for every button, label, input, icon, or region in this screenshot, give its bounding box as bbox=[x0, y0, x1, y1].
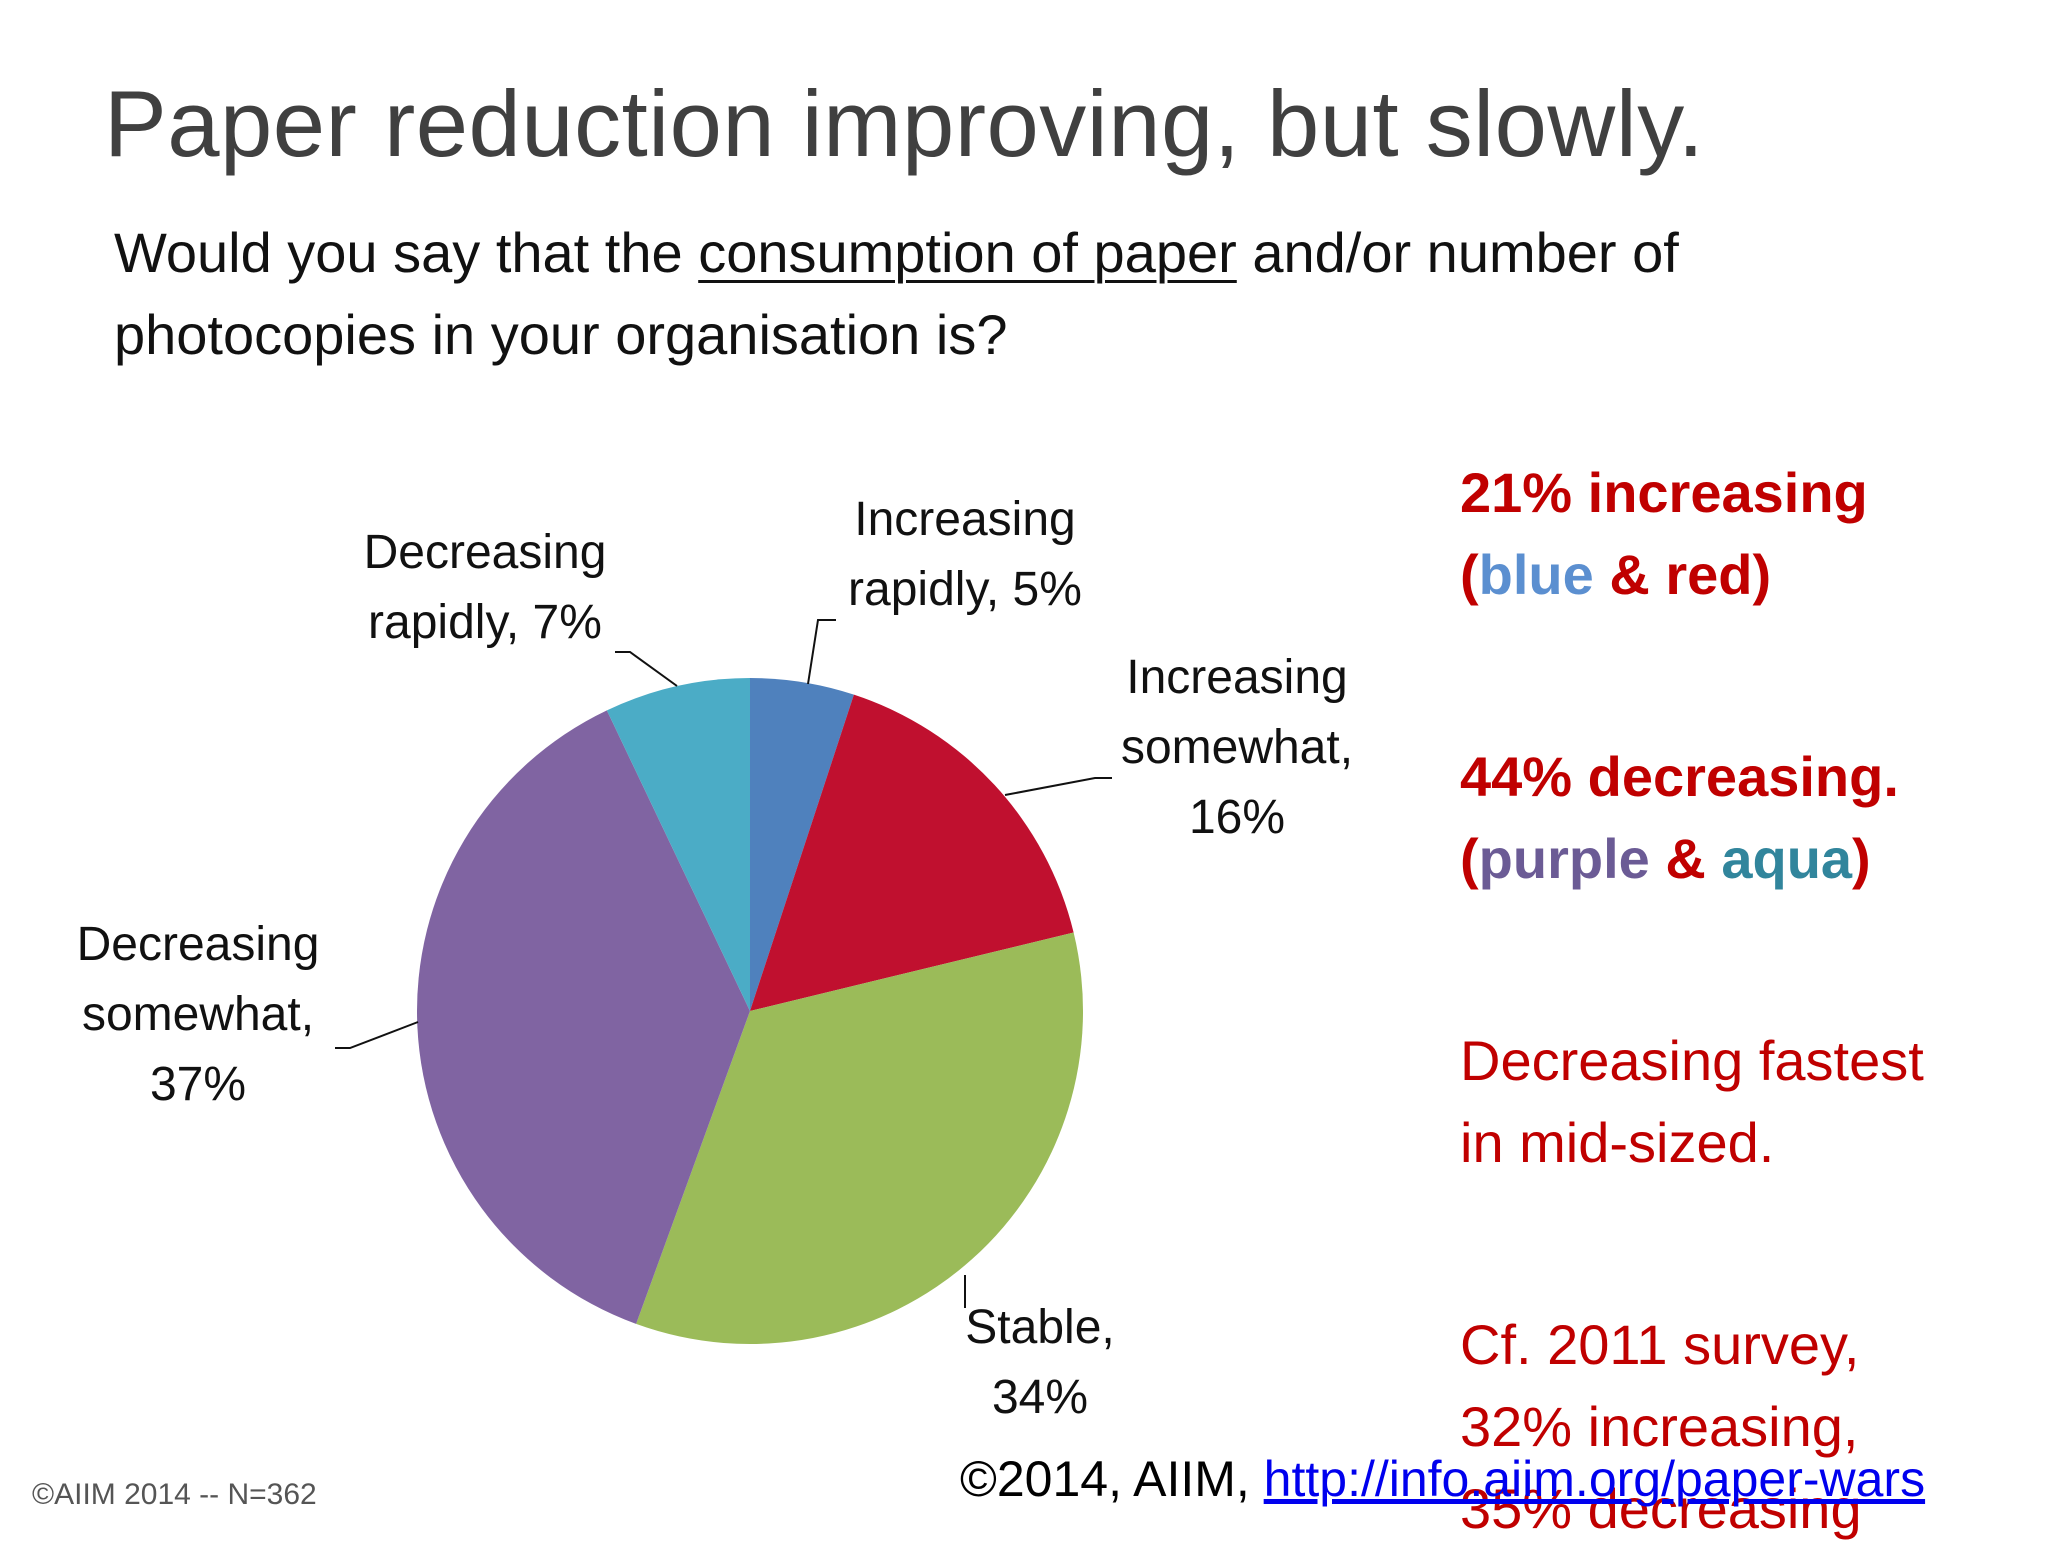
leader-line-increasing-somewhat bbox=[1004, 777, 1112, 796]
question-underlined-text: consumption of paper bbox=[698, 221, 1237, 284]
note-survey-line3: 35% decreasing bbox=[1460, 1477, 1862, 1540]
data-label-decreasing-somewhat: Decreasing somewhat, 37% bbox=[77, 918, 320, 1111]
note-decreasing: 44% decreasing. bbox=[1460, 745, 1899, 808]
note-aqua-word: aqua bbox=[1721, 827, 1853, 890]
pie-slice-increasing-rapidly bbox=[750, 678, 854, 1011]
data-label-increasing-rapidly: Increasing rapidly, 5% bbox=[848, 493, 1082, 616]
survey-question: Would you say that the consumption of pa… bbox=[114, 212, 1964, 376]
pie-slice-decreasing-somewhat bbox=[416, 710, 750, 1324]
copyright-sample-size: ©AIIM 2014 -- N=362 bbox=[32, 1478, 317, 1511]
note-increasing: 21% increasing bbox=[1460, 461, 1868, 524]
note-survey-line2: 32% increasing, bbox=[1460, 1395, 1859, 1458]
note-red-word: red bbox=[1665, 543, 1753, 606]
slide-title: Paper reduction improving, but slowly. bbox=[104, 71, 1705, 176]
leader-line-decreasing-somewhat bbox=[335, 1021, 419, 1049]
note-purple-word: purple bbox=[1478, 827, 1650, 890]
note-blue-word: blue bbox=[1478, 543, 1594, 606]
question-text-end: and/or number of photocopies in your org… bbox=[114, 221, 1679, 366]
leader-line-decreasing-rapidly bbox=[615, 651, 678, 687]
data-label-stable: Stable, 34% bbox=[965, 1301, 1114, 1424]
pie-slice-decreasing-rapidly bbox=[606, 678, 750, 1011]
notes-panel: 21% increasing (blue & red) 44% decreasi… bbox=[1460, 452, 2020, 1550]
note-decreasing-colors: (purple & aqua) bbox=[1460, 827, 1871, 890]
source-link[interactable]: http://info.aiim.org/paper-wars bbox=[1263, 1451, 1926, 1507]
leader-line-increasing-rapidly bbox=[807, 619, 836, 685]
data-label-decreasing-rapidly: Decreasing rapidly, 7% bbox=[364, 526, 607, 649]
copyright-text: ©2014, AIIM, bbox=[960, 1451, 1264, 1507]
note-increasing-colors: (blue & red) bbox=[1460, 543, 1772, 606]
question-text-start: Would you say that the bbox=[114, 221, 699, 284]
note-midsized-line1: Decreasing fastest bbox=[1460, 1029, 1924, 1092]
data-label-increasing-somewhat: Increasing somewhat, 16% bbox=[1121, 651, 1353, 844]
pie-slice-stable bbox=[636, 932, 1083, 1344]
pie-slice-increasing-somewhat bbox=[750, 694, 1074, 1011]
note-midsized-line2: in mid-sized. bbox=[1460, 1111, 1775, 1174]
copyright-footer: ©2014, AIIM, http://info.aiim.org/paper-… bbox=[960, 1450, 1925, 1508]
note-survey-line1: Cf. 2011 survey, bbox=[1460, 1313, 1860, 1376]
